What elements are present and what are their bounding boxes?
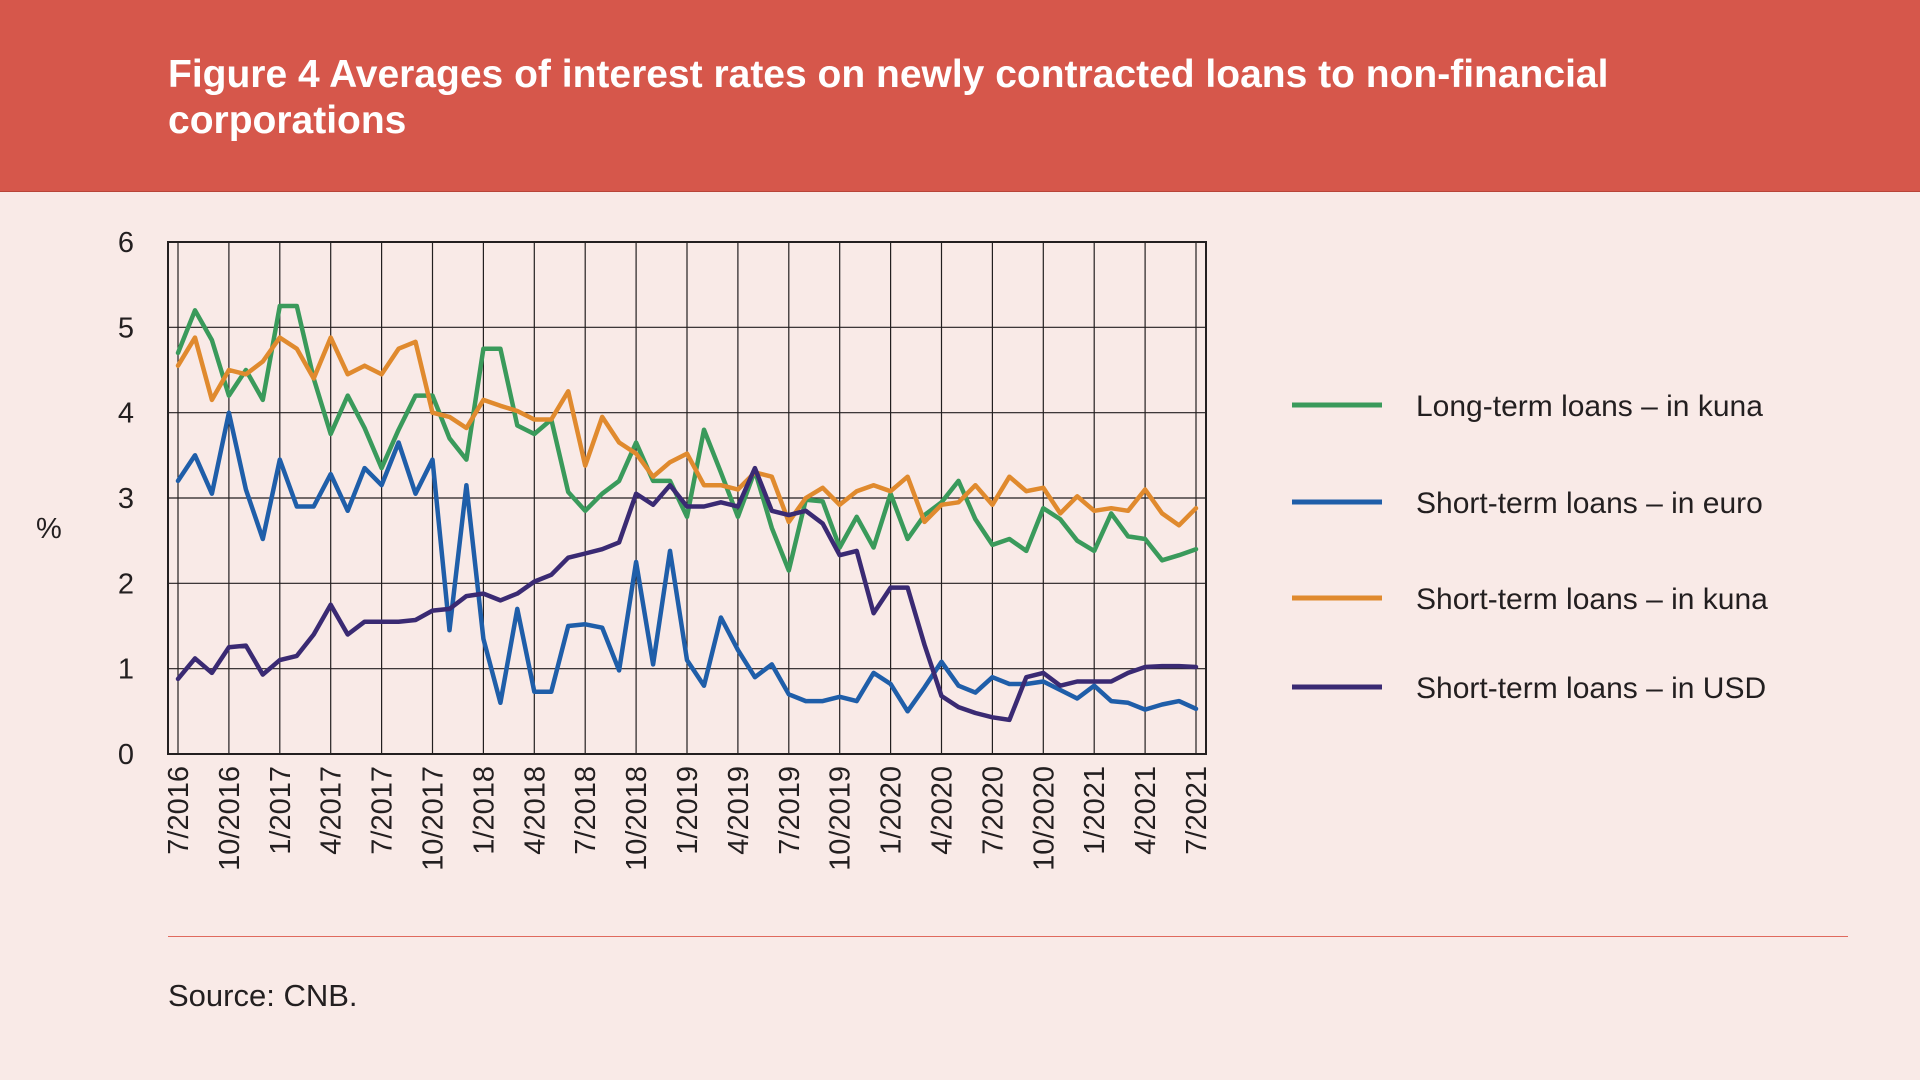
footer-divider [168,936,1848,937]
x-tick-labels: 7/2016 10/2016 1/2017 4/2017 7/2017 10/2017 1/… [163,766,1213,871]
series-line-3 [175,335,1199,528]
x-tick-label: 10/2016 [214,766,246,871]
x-tick-label: 7/2019 [774,766,806,855]
y-tick-label: 5 [118,312,134,344]
y-tick-label: 2 [118,568,134,600]
x-tick-label: 1/2017 [265,766,297,855]
legend-label: Short-term loans – in USD [1416,672,1766,705]
x-tick-label: 4/2019 [723,766,755,855]
y-tick-label: 0 [118,739,134,771]
y-tick-labels: 0 1 2 3 4 5 6 [118,227,134,771]
x-tick-label: 1/2020 [876,766,908,855]
y-tick-label: 3 [118,483,134,515]
x-tick-label: 4/2017 [316,766,348,855]
figure-title: Figure 4 Averages of interest rates on n… [168,53,1609,142]
x-tick-label: 4/2020 [927,766,959,855]
x-tick-label: 7/2018 [570,766,602,855]
y-tick-label: 1 [118,654,134,686]
x-tick-label: 10/2020 [1028,766,1060,871]
x-tick-label: 4/2021 [1130,766,1162,855]
legend: Long-term loans – in kuna Short-term loan… [1292,390,1768,705]
x-tick-label: 7/2020 [977,766,1009,855]
plot-frame [167,241,1207,755]
title-banner: Figure 4 Averages of interest rates on n… [0,0,1920,192]
series-line-1 [175,303,1199,573]
series-lines [175,303,1199,723]
x-tick-label: 7/2016 [163,766,195,855]
x-tick-label: 7/2017 [367,766,399,855]
x-tick-label: 4/2018 [519,766,551,855]
legend-label: Long-term loans – in kuna [1416,390,1763,423]
x-tick-label: 10/2019 [825,766,857,871]
y-tick-label: 4 [118,398,134,430]
x-tick-label: 10/2018 [621,766,653,871]
source-note: Source: CNB. [168,978,358,1013]
x-tick-label: 1/2021 [1079,766,1111,855]
x-tick-label: 1/2019 [672,766,704,855]
legend-label: Short-term loans – in euro [1416,487,1763,520]
y-axis-label: % [36,513,62,545]
series-line-2 [175,410,1199,714]
x-tick-label: 10/2017 [418,766,450,871]
legend-label: Short-term loans – in kuna [1416,583,1768,616]
y-tick-label: 6 [118,227,134,259]
x-tick-label: 7/2021 [1181,766,1213,855]
x-tick-label: 1/2018 [468,766,500,855]
series-line-4 [175,465,1199,723]
